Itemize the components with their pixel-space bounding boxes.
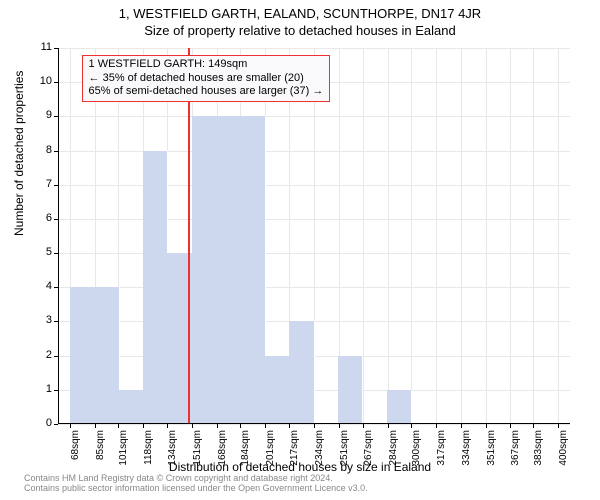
xtick-label: 201sqm (265, 430, 276, 470)
reference-line (188, 48, 190, 424)
xtick-mark (339, 424, 340, 428)
xtick-mark (533, 424, 534, 428)
xtick-mark (486, 424, 487, 428)
xtick-label: 151sqm (192, 430, 203, 470)
xtick-mark (510, 424, 511, 428)
ytick-label: 3 (32, 314, 52, 326)
ytick-label: 1 (32, 383, 52, 395)
xtick-label: 168sqm (217, 430, 228, 470)
xtick-mark (217, 424, 218, 428)
ytick-label: 10 (32, 75, 52, 87)
xtick-mark (167, 424, 168, 428)
xtick-mark (436, 424, 437, 428)
xtick-label: 284sqm (388, 430, 399, 470)
xtick-label: 317sqm (436, 430, 447, 470)
grid-line-v (558, 48, 559, 424)
annotation-box: 1 WESTFIELD GARTH: 149sqm← 35% of detach… (82, 55, 331, 102)
histogram-bar (143, 151, 168, 424)
annotation-line: 1 WESTFIELD GARTH: 149sqm (89, 58, 324, 72)
xtick-mark (192, 424, 193, 428)
xtick-mark (388, 424, 389, 428)
histogram-bar (192, 116, 217, 424)
annotation-line: 65% of semi-detached houses are larger (… (89, 85, 324, 99)
chart-title-line1: 1, WESTFIELD GARTH, EALAND, SCUNTHORPE, … (0, 0, 600, 21)
xtick-mark (363, 424, 364, 428)
ytick-label: 11 (32, 41, 52, 53)
ytick-label: 5 (32, 246, 52, 258)
xtick-label: 234sqm (314, 430, 325, 470)
xtick-label: 118sqm (143, 430, 154, 470)
ytick-label: 4 (32, 280, 52, 292)
xtick-mark (70, 424, 71, 428)
xtick-mark (143, 424, 144, 428)
xtick-label: 383sqm (533, 430, 544, 470)
xtick-label: 101sqm (118, 430, 129, 470)
y-axis-line (58, 48, 59, 424)
histogram-bar (240, 116, 265, 424)
xtick-label: 367sqm (510, 430, 521, 470)
ytick-label: 6 (32, 212, 52, 224)
x-axis-line (58, 423, 570, 424)
xtick-label: 85sqm (95, 430, 106, 470)
histogram-bar (265, 356, 290, 424)
xtick-mark (118, 424, 119, 428)
footer-line2: Contains public sector information licen… (24, 484, 368, 494)
xtick-label: 134sqm (167, 430, 178, 470)
chart-area: 1 WESTFIELD GARTH: 149sqm← 35% of detach… (58, 48, 570, 424)
histogram-bar (94, 287, 119, 424)
chart-title-line2: Size of property relative to detached ho… (0, 21, 600, 38)
grid-line-v (533, 48, 534, 424)
grid-line-v (411, 48, 412, 424)
grid-line-v (436, 48, 437, 424)
ytick-label: 8 (32, 144, 52, 156)
xtick-label: 267sqm (363, 430, 374, 470)
xtick-mark (289, 424, 290, 428)
xtick-label: 251sqm (339, 430, 350, 470)
xtick-mark (265, 424, 266, 428)
xtick-label: 68sqm (70, 430, 81, 470)
grid-line-v (486, 48, 487, 424)
xtick-label: 217sqm (289, 430, 300, 470)
histogram-bar (118, 390, 143, 424)
ytick-label: 9 (32, 109, 52, 121)
xtick-mark (240, 424, 241, 428)
xtick-label: 300sqm (411, 430, 422, 470)
y-axis-label: Number of detached properties (12, 71, 26, 236)
xtick-mark (411, 424, 412, 428)
grid-line-v (388, 48, 389, 424)
xtick-mark (461, 424, 462, 428)
histogram-bar (338, 356, 363, 424)
xtick-label: 351sqm (486, 430, 497, 470)
grid-line-v (510, 48, 511, 424)
grid-line-v (461, 48, 462, 424)
ytick-label: 0 (32, 417, 52, 429)
histogram-bar (289, 321, 314, 424)
xtick-mark (558, 424, 559, 428)
xtick-label: 184sqm (240, 430, 251, 470)
footer-attribution: Contains HM Land Registry data © Crown c… (24, 474, 368, 494)
histogram-bar (216, 116, 241, 424)
ytick-mark (54, 424, 58, 425)
xtick-mark (95, 424, 96, 428)
histogram-bar (70, 287, 95, 424)
ytick-label: 2 (32, 349, 52, 361)
ytick-label: 7 (32, 178, 52, 190)
xtick-label: 334sqm (461, 430, 472, 470)
annotation-line: ← 35% of detached houses are smaller (20… (89, 72, 324, 86)
xtick-mark (314, 424, 315, 428)
xtick-label: 400sqm (558, 430, 569, 470)
plot-region: 1 WESTFIELD GARTH: 149sqm← 35% of detach… (58, 48, 570, 424)
histogram-bar (387, 390, 412, 424)
